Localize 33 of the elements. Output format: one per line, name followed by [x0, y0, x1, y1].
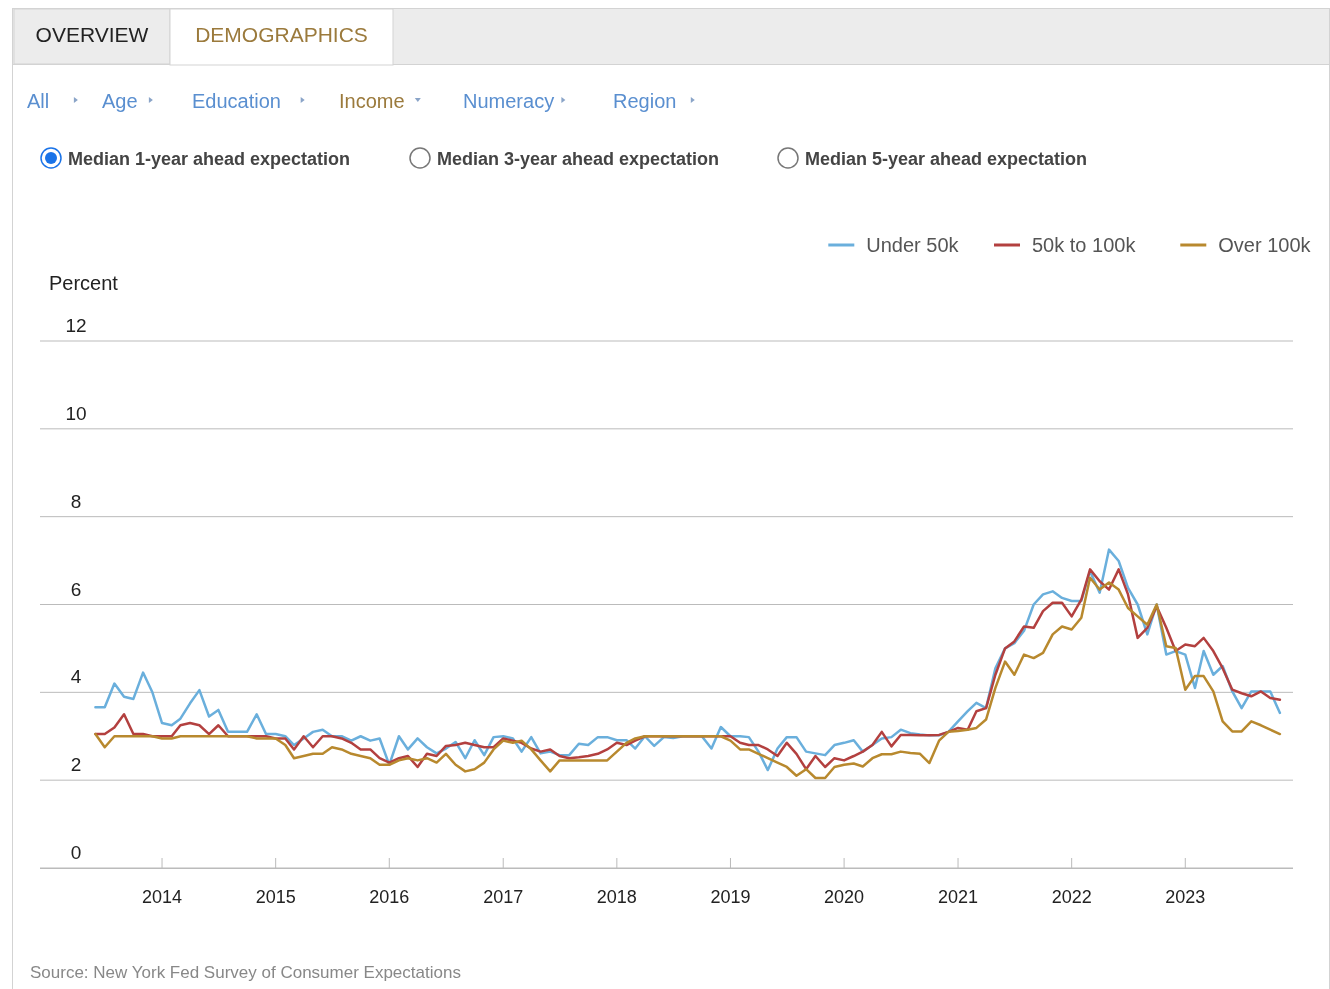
x-tick-label: 2021	[938, 887, 979, 907]
text: Age	[102, 90, 138, 112]
y-tick-label: 2	[70, 754, 82, 776]
y-tick-label: 4	[70, 666, 82, 688]
y-tick-label: 8	[70, 490, 82, 512]
text: Education	[192, 90, 281, 112]
x-tick-label: 2019	[710, 887, 751, 907]
text: Income	[339, 90, 405, 112]
x-tick-label: 2023	[1165, 887, 1206, 907]
y-axis-title: Percent	[49, 272, 119, 294]
text: Median 1-year ahead expectation	[68, 149, 351, 169]
legend-label: 50k to 100k	[1032, 234, 1137, 256]
text: Region	[613, 90, 677, 112]
x-tick-label: 2016	[369, 887, 410, 907]
y-tick-label: 0	[70, 842, 82, 863]
x-tick-label: 2022	[1051, 887, 1092, 907]
x-tick-label: 2015	[255, 887, 296, 907]
text: Median 5-year ahead expectation	[805, 149, 1088, 169]
legend-label: Under 50k	[866, 234, 960, 256]
x-tick-label: 2017	[483, 887, 524, 907]
y-tick-label: 10	[65, 402, 87, 424]
legend-label: Over 100k	[1218, 234, 1312, 256]
text: Median 3-year ahead expectation	[437, 149, 720, 169]
y-tick-label: 12	[65, 315, 87, 336]
source-note: Source: New York Fed Survey of Consumer Expectations	[30, 963, 461, 982]
y-tick-label: 6	[70, 578, 82, 600]
text: Numeracy	[463, 90, 555, 112]
active-tab: DEMOGRAPHICS	[169, 8, 394, 66]
tab: OVERVIEW	[13, 8, 171, 65]
x-tick-label: 2018	[596, 887, 637, 907]
text: All	[27, 90, 50, 112]
x-tick-label: 2020	[824, 887, 865, 907]
x-tick-label: 2014	[142, 887, 183, 907]
